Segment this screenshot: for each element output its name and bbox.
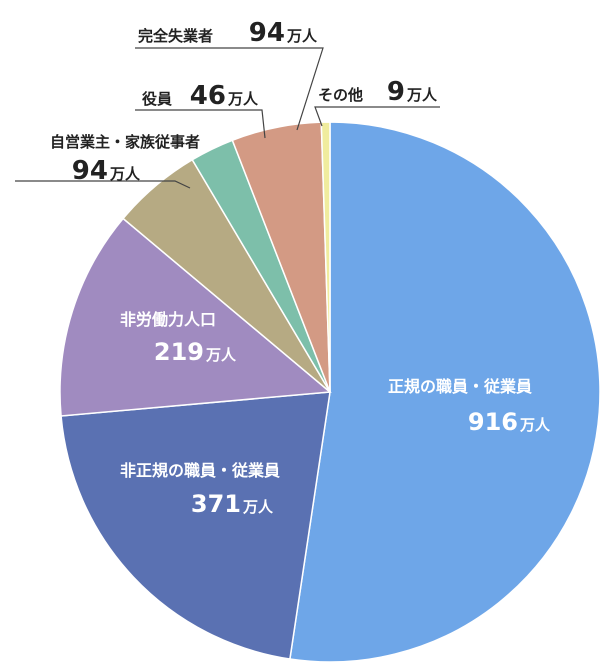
slice-name-label: 役員 — [142, 90, 172, 108]
pie-slices — [59, 121, 600, 662]
slice-value-number: 94 — [72, 156, 108, 186]
slice-name-label: その他 — [318, 86, 363, 104]
slice-value-label: 371 万人 — [191, 490, 274, 518]
slice-value-unit: 万人 — [406, 86, 438, 104]
leader-line — [15, 180, 191, 189]
pie-slice-other — [320, 121, 331, 393]
slice-name-label: 非正規の職員・従業員 — [120, 461, 280, 480]
slice-value-label: 916 万人 — [468, 408, 551, 436]
slice-value-label: 94 万人 — [72, 156, 141, 186]
slice-name-label: 正規の職員・従業員 — [388, 377, 532, 396]
slice-value-unit: 万人 — [109, 165, 141, 183]
slice-value-unit: 万人 — [242, 498, 274, 516]
pie-slice-regular — [289, 121, 600, 662]
leader-line — [314, 106, 440, 127]
slice-name-label: 自営業主・家族従事者 — [50, 133, 200, 151]
leader-line — [135, 109, 266, 139]
pie-slice-not-in-labor-force — [59, 217, 332, 417]
slice-name-label: 非労働力人口 — [120, 310, 216, 329]
slice-value-label: 46 万人 — [190, 81, 259, 111]
slice-value-number: 916 — [468, 408, 518, 436]
slice-value-number: 46 — [190, 81, 226, 111]
leader-line — [135, 47, 324, 131]
slice-name-label: 完全失業者 — [138, 27, 213, 45]
slice-value-unit: 万人 — [227, 90, 259, 108]
slice-value-unit: 万人 — [286, 27, 318, 45]
slice-value-unit: 万人 — [205, 346, 237, 364]
slice-value-label: 9 万人 — [387, 77, 438, 107]
slice-value-number: 94 — [249, 18, 285, 48]
pie-slice-non-regular — [60, 391, 331, 660]
slice-value-number: 9 — [387, 77, 405, 107]
slice-value-label: 219 万人 — [154, 338, 237, 366]
slice-value-number: 371 — [191, 490, 241, 518]
slice-value-number: 219 — [154, 338, 204, 366]
slice-value-label: 94 万人 — [249, 18, 318, 48]
slice-value-unit: 万人 — [519, 416, 551, 434]
